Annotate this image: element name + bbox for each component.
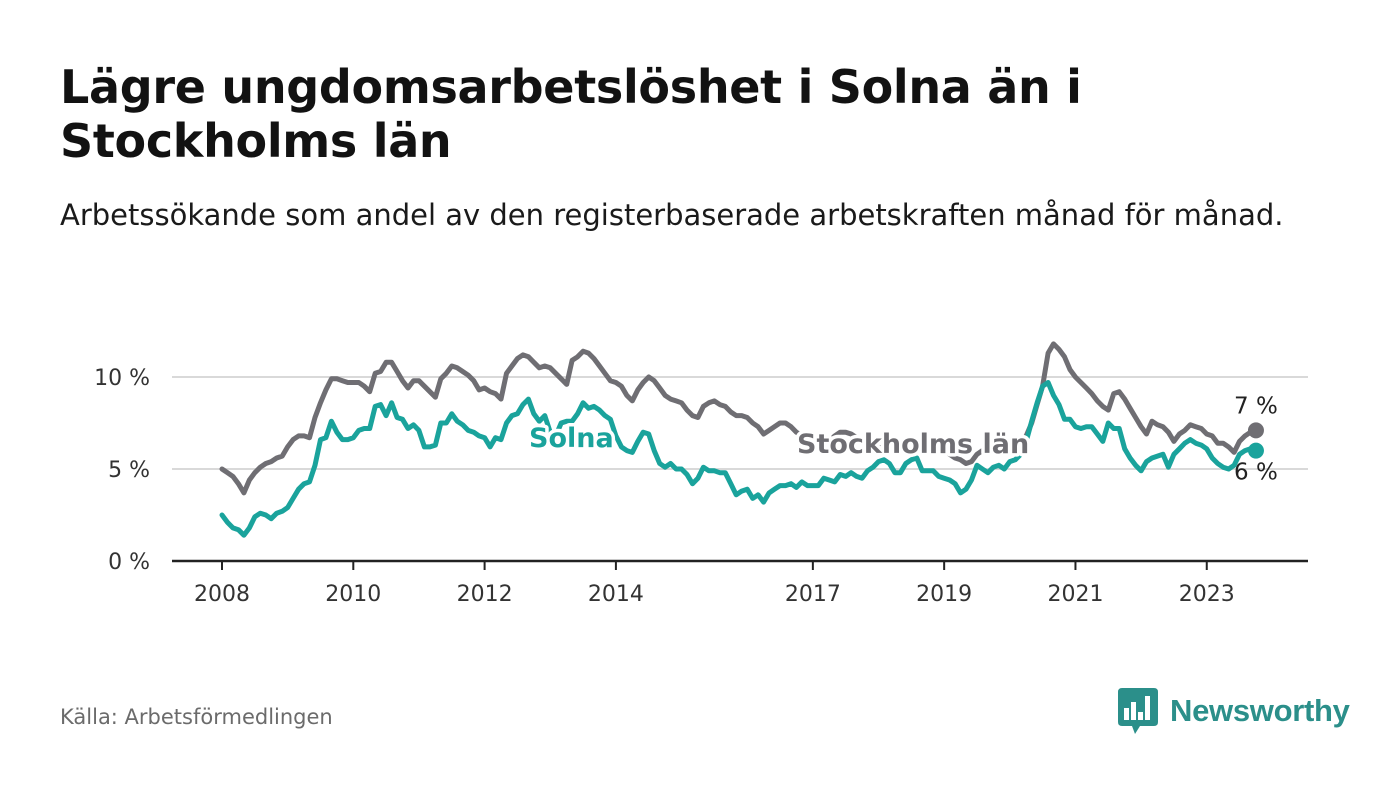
newsworthy-chart-icon [1118, 688, 1158, 734]
x-tick-label: 2017 [785, 582, 841, 607]
x-axis-ticks: 2008 2010 2012 2014 2017 2019 2021 2023 [194, 561, 1235, 607]
series-line-solna [219, 380, 1259, 538]
end-label-stockholms-lan: 7 % [1234, 393, 1278, 419]
series-labels: 7 % 6 % Solna Stockholms län [526, 393, 1278, 486]
brand-name: Newsworthy [1170, 693, 1350, 728]
x-tick-label: 2012 [457, 582, 513, 607]
x-tick-label: 2021 [1047, 582, 1103, 607]
series-label-stockholms-lan: Stockholms län [797, 429, 1029, 460]
x-tick-label: 2008 [194, 582, 250, 607]
series-end-dot [1247, 442, 1264, 459]
page-title: Lägre ungdomsarbetslöshet i Solna än i S… [60, 60, 1082, 168]
series-lines [219, 341, 1264, 538]
y-tick-label: 5 % [108, 458, 150, 483]
page-subtitle: Arbetssökande som andel av den registerb… [60, 198, 1284, 232]
x-tick-label: 2014 [588, 582, 644, 607]
y-tick-label: 0 % [108, 550, 150, 575]
series-end-dot [1247, 422, 1264, 439]
y-tick-label: 10 % [94, 366, 150, 391]
x-tick-label: 2019 [916, 582, 972, 607]
grid-lines [172, 376, 1308, 563]
series-label-solna: Solna [529, 423, 614, 454]
x-tick-label: 2010 [325, 582, 381, 607]
end-label-solna: 6 % [1234, 460, 1278, 486]
y-axis-ticks: 0 % 5 % 10 % [94, 366, 150, 575]
brand-logo: Newsworthy [1118, 688, 1350, 734]
x-tick-label: 2023 [1179, 582, 1235, 607]
series-line-stockholms-län [219, 341, 1259, 496]
source-note: Källa: Arbetsförmedlingen [60, 705, 333, 729]
